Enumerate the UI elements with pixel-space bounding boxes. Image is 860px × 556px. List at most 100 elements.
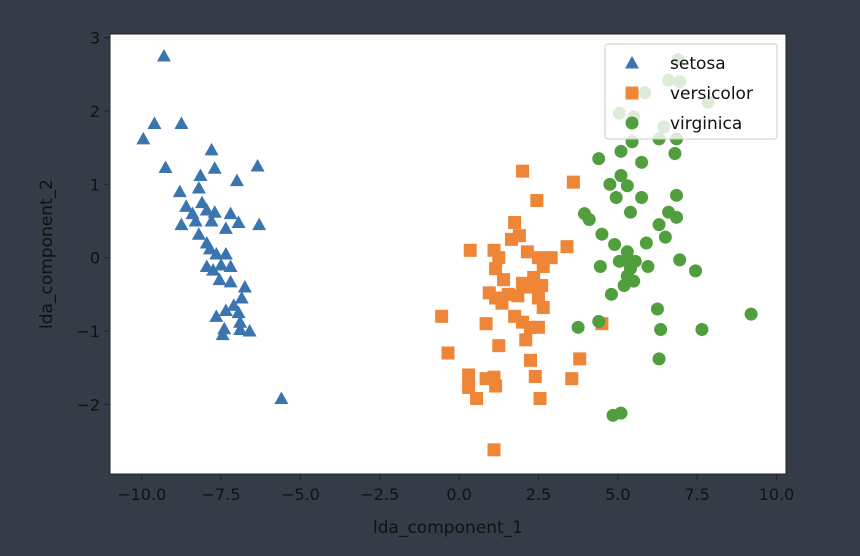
virginica-point: [689, 264, 703, 278]
legend-label-setosa: setosa: [670, 54, 726, 74]
setosa-point: [156, 49, 171, 62]
virginica-point: [592, 314, 606, 328]
virginica-point: [603, 177, 617, 191]
setosa-point: [209, 247, 224, 260]
versicolor-point: [531, 320, 545, 334]
y-tick-label: 1: [90, 175, 100, 194]
setosa-point: [204, 214, 219, 227]
virginica-point: [617, 279, 631, 293]
series-versicolor: [435, 164, 609, 457]
virginica-point: [623, 205, 637, 219]
versicolor-point: [524, 353, 538, 367]
setosa-point: [202, 241, 217, 255]
x-tick-label: −7.5: [202, 485, 241, 504]
virginica-point: [668, 147, 682, 161]
x-tick-label: 0.0: [446, 485, 471, 504]
x-tick-label: 7.5: [684, 485, 709, 504]
legend-label-virginica: virginica: [670, 114, 742, 134]
setosa-point: [233, 322, 248, 336]
virginica-point: [650, 302, 664, 316]
versicolor-point: [492, 251, 506, 265]
y-axis-ticks: −2 −1 0 1 2 3: [76, 29, 110, 414]
virginica-point: [614, 169, 628, 183]
setosa-point: [223, 259, 238, 272]
setosa-point: [218, 303, 233, 316]
versicolor-point: [508, 215, 522, 229]
setosa-point: [252, 217, 267, 231]
setosa-point: [215, 327, 230, 341]
virginica-point: [604, 287, 618, 301]
y-axis-title: lda_component_2: [37, 179, 57, 329]
versicolor-point: [497, 273, 511, 287]
virginica-point: [592, 152, 606, 166]
versicolor-point: [470, 391, 484, 405]
setosa-point: [204, 142, 219, 156]
setosa-point: [193, 168, 208, 182]
versicolor-point: [530, 193, 544, 207]
versicolor-point: [516, 164, 530, 178]
versicolor-point: [533, 391, 547, 405]
setosa-point: [147, 116, 162, 129]
x-axis-title: lda_component_1: [373, 518, 523, 538]
versicolor-point: [522, 280, 536, 294]
legend-frame: [604, 43, 778, 140]
versicolor-point: [536, 301, 550, 315]
setosa-point: [199, 203, 214, 216]
setosa-point: [174, 116, 189, 129]
x-tick-label: −5.0: [281, 485, 320, 504]
virginica-point: [670, 188, 684, 202]
versicolor-point: [573, 352, 587, 366]
y-tick-label: 0: [90, 249, 100, 268]
virginica-point: [670, 210, 684, 224]
versicolor-point: [441, 346, 455, 360]
versicolor-point: [560, 240, 574, 254]
virginica-point: [744, 307, 758, 321]
versicolor-point: [565, 372, 579, 386]
setosa-point: [218, 247, 233, 260]
setosa-point: [195, 195, 210, 209]
x-tick-label: 10.0: [759, 485, 795, 504]
versicolor-point: [462, 368, 476, 382]
setosa-point: [223, 274, 238, 288]
setosa-point: [188, 214, 203, 227]
versicolor-point: [504, 232, 518, 246]
legend-marker-versicolor: [625, 86, 639, 100]
setosa-point: [158, 160, 173, 173]
versicolor-point: [536, 259, 550, 273]
setosa-point: [231, 305, 246, 319]
x-tick-label: −2.5: [360, 485, 399, 504]
versicolor-point: [528, 369, 542, 383]
virginica-point: [593, 259, 607, 273]
versicolor-point: [487, 443, 501, 457]
versicolor-point: [479, 317, 493, 331]
virginica-point: [614, 144, 628, 158]
versicolor-point: [511, 289, 525, 303]
series-setosa: [136, 49, 289, 404]
versicolor-point: [435, 309, 449, 323]
versicolor-point: [520, 245, 534, 259]
versicolor-point: [492, 339, 506, 353]
setosa-point: [226, 298, 241, 311]
virginica-point: [571, 320, 585, 334]
virginica-point: [641, 259, 655, 273]
x-tick-label: 5.0: [605, 485, 630, 504]
legend: setosa versicolor virginica: [604, 43, 778, 140]
virginica-point: [609, 191, 623, 205]
setosa-point: [250, 159, 265, 172]
versicolor-point: [463, 243, 477, 257]
versicolor-point: [519, 333, 533, 347]
virginica-point: [652, 218, 666, 232]
setosa-point: [229, 173, 244, 187]
versicolor-point: [462, 380, 476, 394]
setosa-point: [206, 263, 221, 276]
x-axis-ticks: −10.0 −7.5 −5.0 −2.5 0.0 2.5 5.0 7.5 10.0: [117, 474, 794, 504]
versicolor-point: [489, 379, 503, 393]
versicolor-point: [495, 296, 509, 310]
y-tick-label: 3: [90, 29, 100, 48]
setosa-point: [237, 280, 252, 293]
virginica-point: [652, 352, 666, 366]
setosa-point: [136, 131, 151, 145]
setosa-point: [179, 199, 194, 212]
setosa-point: [274, 391, 289, 404]
